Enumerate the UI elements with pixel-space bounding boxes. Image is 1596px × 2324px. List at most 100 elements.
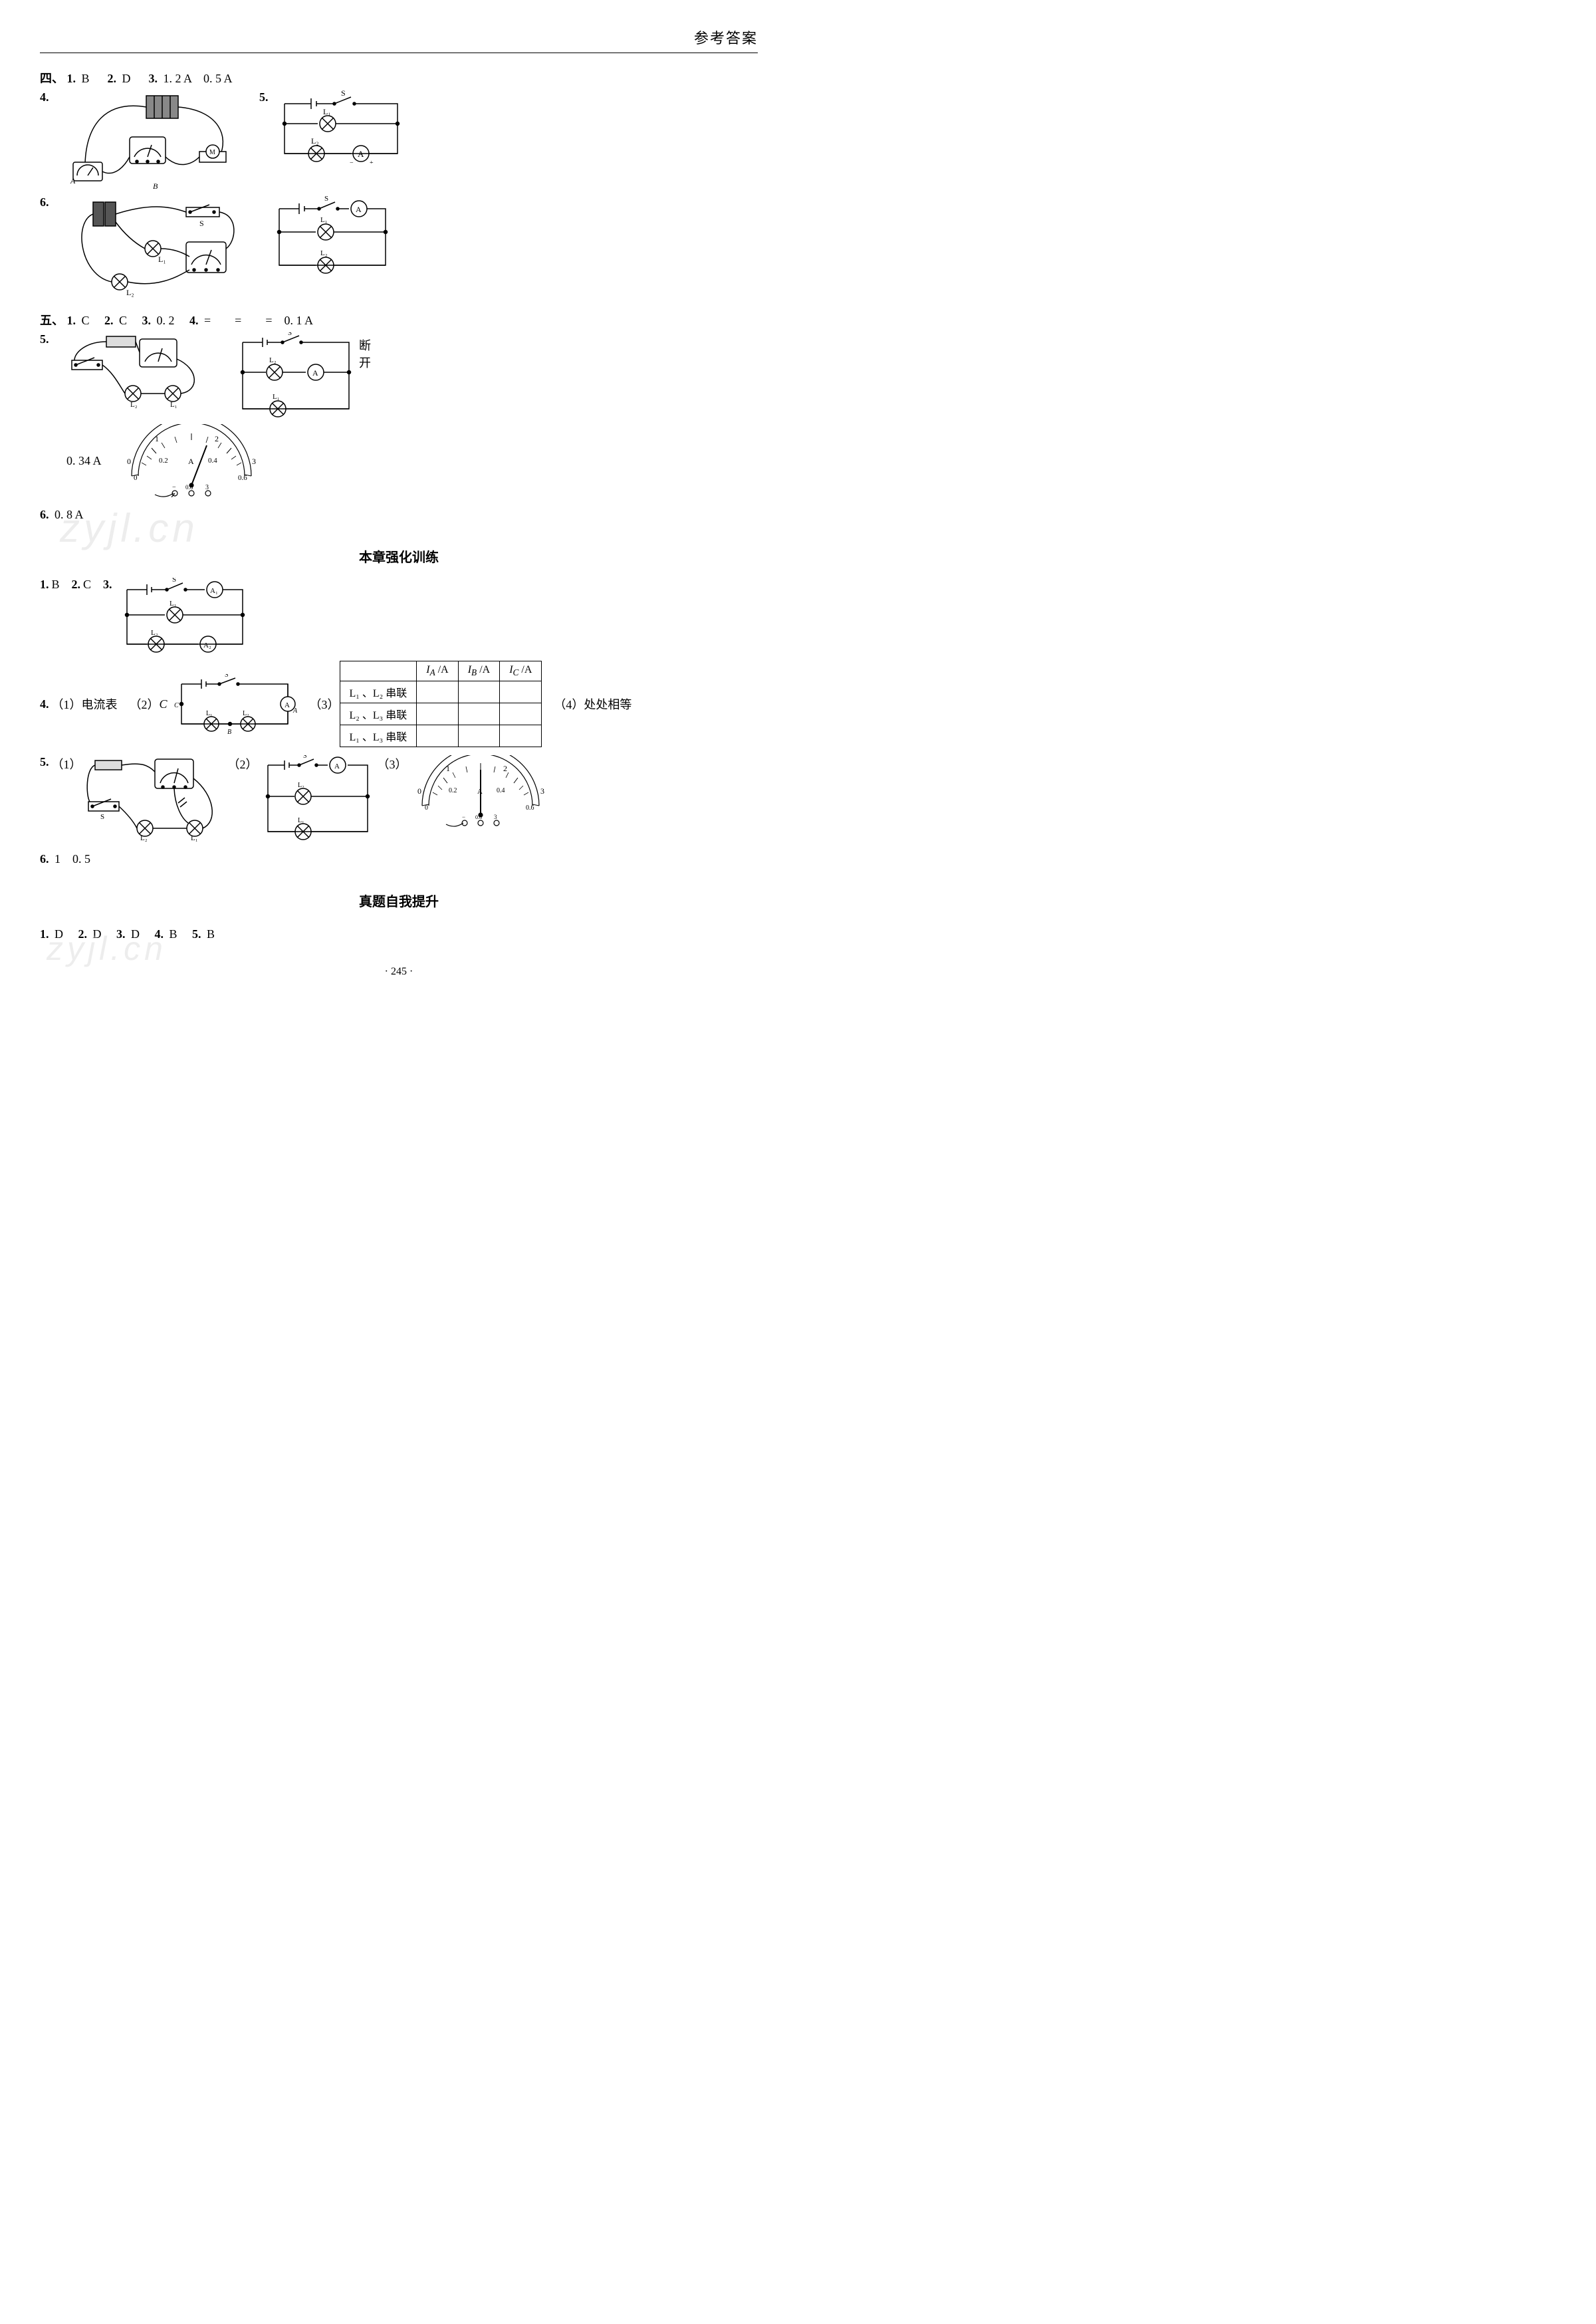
svg-text:0.2: 0.2 — [449, 787, 457, 794]
svg-text:A: A — [358, 149, 364, 159]
q-num: 6. — [40, 195, 49, 209]
ans: B — [52, 578, 60, 592]
ans: C — [82, 314, 90, 327]
schematic-5-5: S L₂ A L₁ — [233, 332, 359, 419]
svg-text:L₂: L₂ — [126, 288, 134, 297]
page-number: · 245 · — [40, 966, 758, 978]
svg-text:S: S — [225, 674, 229, 679]
q-num: 5. — [40, 332, 49, 346]
svg-text:L₁: L₁ — [170, 401, 177, 409]
ans: 0. 8 A — [55, 508, 84, 521]
ans: D — [55, 927, 63, 941]
svg-text:S: S — [199, 219, 204, 228]
q-num: 4. — [40, 90, 49, 104]
svg-text:1: 1 — [446, 764, 450, 773]
svg-text:L₁: L₁ — [191, 834, 198, 842]
svg-text:0.4: 0.4 — [497, 787, 505, 794]
q4-part2-label: （2） — [130, 695, 160, 713]
svg-text:A: A — [292, 707, 298, 715]
svg-text:L₂: L₂ — [320, 249, 328, 257]
q-num: 4. — [155, 927, 164, 941]
section-five: 五、 1. C 2. C 3. 0. 2 4. = = = 0. 1 A 5. … — [40, 308, 758, 526]
svg-text:M: M — [209, 149, 215, 156]
ans: D — [93, 927, 102, 941]
svg-text:0.2: 0.2 — [159, 457, 168, 465]
svg-text:A: A — [312, 368, 318, 378]
svg-text:0.6: 0.6 — [238, 474, 247, 482]
q-num: 4. — [40, 697, 49, 711]
svg-text:3: 3 — [205, 484, 209, 491]
svg-text:A: A — [356, 205, 362, 214]
svg-text:−: − — [350, 160, 354, 164]
schematic-ch3: S A₁ L₁ L₂ A₂ — [115, 578, 255, 654]
q-num: 2. — [108, 72, 117, 85]
q5-p1: （1） — [52, 755, 82, 772]
q4-part4: （4）处处相等 — [554, 695, 631, 713]
svg-text:L₂: L₂ — [269, 356, 277, 364]
svg-text:A: A — [70, 176, 76, 185]
val-034: 0. 34 A — [66, 454, 102, 468]
svg-text:A₁: A₁ — [210, 587, 218, 595]
svg-text:3: 3 — [494, 814, 497, 820]
svg-text:0.6: 0.6 — [185, 484, 193, 491]
q-num: 1. — [40, 578, 49, 592]
q-num: 2. — [78, 927, 88, 941]
q-num: 5. — [259, 90, 269, 104]
svg-text:L₂: L₂ — [130, 401, 138, 409]
svg-text:B: B — [153, 181, 158, 190]
svg-text:0: 0 — [417, 786, 421, 796]
ans: B — [170, 927, 177, 941]
svg-text:S: S — [324, 195, 328, 203]
q-num: 3. — [149, 72, 158, 85]
sec5-prefix: 五、 — [40, 314, 64, 327]
svg-text:A: A — [477, 788, 483, 796]
ammeter-dial-2: 0 1 2 3 0 0.2 0.4 0.6 A − 0.6 3 — [407, 755, 554, 828]
q-num: 6. — [40, 508, 49, 521]
q-num: 3. — [116, 927, 126, 941]
q4-table: IA /A IB /A IC /A L₁ 、L₂ 串联 L₂ 、L₃ 串联 L₁… — [340, 661, 542, 747]
svg-text:3: 3 — [252, 457, 256, 466]
q-num: 5. — [192, 927, 201, 941]
svg-text:1: 1 — [155, 434, 159, 443]
sec4-prefix: 四、 — [40, 72, 64, 85]
ans: 0. 2 — [157, 314, 175, 327]
svg-text:C: C — [174, 702, 179, 709]
schematic-6: S A L₁ L₂ — [266, 195, 399, 275]
chapter-title: 本章强化训练 — [40, 546, 758, 566]
real-title: 真题自我提升 — [40, 891, 758, 910]
ans-extra: 断开 — [359, 339, 371, 370]
svg-text:A: A — [285, 701, 290, 709]
ans: D — [122, 72, 131, 85]
physical-circuit-4: A M B — [66, 90, 239, 190]
svg-text:A: A — [334, 762, 340, 770]
svg-text:0: 0 — [134, 474, 138, 482]
svg-text:A: A — [188, 457, 194, 466]
svg-text:S: S — [303, 755, 307, 760]
svg-text:L₁: L₁ — [273, 393, 280, 401]
real-answers: 1. D 2. D 3. D 4. B 5. B zyjl.cn — [40, 922, 758, 946]
ammeter-dial: 0 1 2 3 0 0.2 0.4 0.6 A − 0.6 3 — [115, 424, 268, 497]
q-num: 5. — [40, 755, 49, 769]
q-num: 1. — [40, 927, 49, 941]
svg-text:2: 2 — [503, 764, 507, 773]
svg-text:−: − — [462, 814, 465, 820]
physical-circuit-6: S L₁ L₂ — [66, 195, 253, 302]
svg-text:L₁: L₁ — [320, 216, 328, 224]
schematic-ch4: S A A L₁ L₂ B C — [171, 674, 298, 734]
svg-text:L₂: L₂ — [298, 782, 304, 789]
q4-part1: （1）电流表 — [52, 695, 118, 713]
q4-c: C — [160, 697, 168, 711]
q-num: 2. — [104, 314, 114, 327]
q-num: 3. — [142, 314, 152, 327]
schematic-5: S L₁ L₂ A − + — [271, 90, 411, 164]
q-num: 3. — [103, 578, 112, 592]
svg-text:0: 0 — [425, 804, 428, 812]
svg-text:−: − — [172, 484, 176, 491]
svg-text:L₂: L₂ — [243, 710, 249, 717]
ans: C — [83, 578, 91, 592]
svg-text:L₂: L₂ — [151, 629, 158, 637]
svg-text:B: B — [227, 729, 231, 734]
physical-circuit-ch5: S L₂ L₁ — [82, 755, 228, 842]
svg-text:S: S — [288, 332, 292, 337]
svg-text:2: 2 — [215, 434, 219, 443]
